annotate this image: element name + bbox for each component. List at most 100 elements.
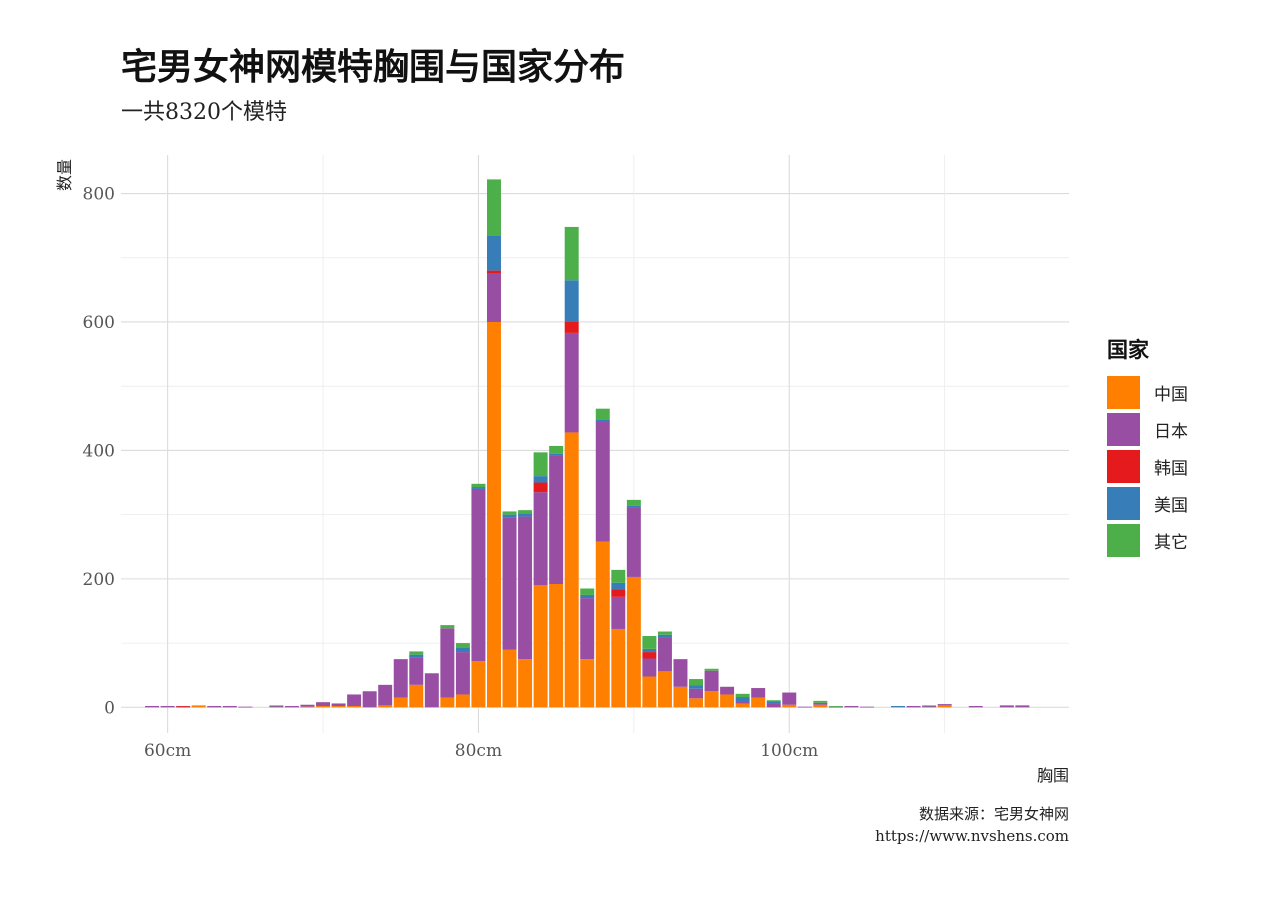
bar-segment xyxy=(689,685,704,689)
bar-segment xyxy=(471,661,486,708)
bar-segment xyxy=(735,703,750,708)
bar-segment xyxy=(316,702,331,707)
bar-segment xyxy=(518,516,533,660)
axis-labels: 0 200 400 600 800 60cm 80cm 100cm xyxy=(83,185,819,761)
bar-segment xyxy=(176,706,191,707)
x-tick-label: 80cm xyxy=(455,741,502,761)
bar-segment xyxy=(595,408,610,420)
bar-segment xyxy=(580,659,595,708)
bar-segment xyxy=(502,511,517,515)
bar-segment xyxy=(440,628,455,698)
bar-segment xyxy=(689,688,704,699)
legend-swatch-japan xyxy=(1107,413,1140,446)
y-tick-label: 800 xyxy=(83,185,115,205)
bar-segment xyxy=(906,706,921,708)
caption: 数据来源：宅男女神网 https://www.nvshens.com xyxy=(875,803,1069,847)
bar-segment xyxy=(533,476,548,483)
bar-segment xyxy=(642,636,657,649)
bar-segment xyxy=(378,684,393,706)
bar-segment xyxy=(626,499,641,506)
bar-segment xyxy=(859,706,874,708)
bar-segment xyxy=(486,273,501,322)
legend-item-usa: 美国 xyxy=(1107,485,1188,522)
bar-segment xyxy=(937,705,952,708)
bar-segment xyxy=(689,698,704,708)
bar-segment xyxy=(409,654,424,658)
bar-segment xyxy=(751,697,766,708)
legend-item-other: 其它 xyxy=(1107,522,1188,559)
chart-title: 宅男女神网模特胸围与国家分布 xyxy=(121,46,626,88)
bar-segment xyxy=(564,280,579,322)
bar-segment xyxy=(611,589,626,597)
bar-segment xyxy=(704,670,719,692)
bar-segment xyxy=(409,657,424,685)
bar-segment xyxy=(269,706,284,708)
bar-segment xyxy=(471,487,486,489)
bar-segment xyxy=(331,706,346,708)
bar-segment xyxy=(580,588,595,595)
legend-label: 日本 xyxy=(1154,422,1188,442)
bar-segment xyxy=(393,659,408,698)
bar-segment xyxy=(533,585,548,708)
bar-segment xyxy=(300,704,315,707)
bar-segment xyxy=(657,634,672,638)
bar-segment xyxy=(580,594,595,599)
bar-segment xyxy=(642,676,657,708)
bar-segment xyxy=(533,452,548,477)
bar-segment xyxy=(518,513,533,517)
bar-segment xyxy=(502,514,517,518)
bar-segment xyxy=(922,705,937,707)
bar-segment xyxy=(238,706,253,708)
legend-label: 美国 xyxy=(1154,496,1188,516)
bar-segment xyxy=(191,705,206,708)
bar-segment xyxy=(937,704,952,706)
bar-segment xyxy=(486,179,501,236)
bar-segment xyxy=(471,483,486,488)
bar-segment xyxy=(766,700,781,702)
bar-segment xyxy=(828,706,843,708)
legend-title: 国家 xyxy=(1107,337,1149,362)
bar-segment xyxy=(595,541,610,708)
bar-segment xyxy=(269,705,284,707)
bar-segment xyxy=(486,235,501,271)
bar-segment xyxy=(766,701,781,704)
bar-segment xyxy=(797,706,812,708)
bar-segment xyxy=(735,693,750,698)
bar-segment xyxy=(735,697,750,702)
bar-segment xyxy=(642,658,657,677)
bar-segment xyxy=(766,703,781,708)
bar-segment xyxy=(673,659,688,687)
bar-segment xyxy=(968,706,983,708)
bar-segment xyxy=(549,445,564,454)
bar-segment xyxy=(331,703,346,707)
bar-segment xyxy=(533,482,548,493)
bar-segment xyxy=(549,584,564,708)
bar-segment xyxy=(673,686,688,708)
bar-segment xyxy=(657,631,672,635)
bar-segment xyxy=(564,432,579,708)
bar-segment xyxy=(455,652,470,695)
x-axis-title: 胸围 xyxy=(1037,766,1069,785)
bar-segment xyxy=(611,582,626,590)
bar-segment xyxy=(689,679,704,686)
bar-segment xyxy=(393,697,408,708)
bar-segment xyxy=(626,507,641,577)
x-tick-label: 100cm xyxy=(760,741,818,761)
legend-swatch-china xyxy=(1107,376,1140,409)
bar-segment xyxy=(782,692,797,705)
legend-swatch-korea xyxy=(1107,450,1140,483)
bar-segment xyxy=(595,419,610,422)
bar-segment xyxy=(486,321,501,708)
bar-segment xyxy=(704,668,719,671)
bar-segment xyxy=(813,700,828,703)
legend-swatch-other xyxy=(1107,524,1140,557)
bar-segment xyxy=(751,688,766,698)
bar-segment xyxy=(533,492,548,586)
bar-segment xyxy=(455,694,470,708)
bar-segment xyxy=(844,706,859,708)
bar-segment xyxy=(300,706,315,708)
bar-segment xyxy=(891,706,906,708)
bar-segment xyxy=(518,659,533,708)
bar-segment xyxy=(642,652,657,659)
